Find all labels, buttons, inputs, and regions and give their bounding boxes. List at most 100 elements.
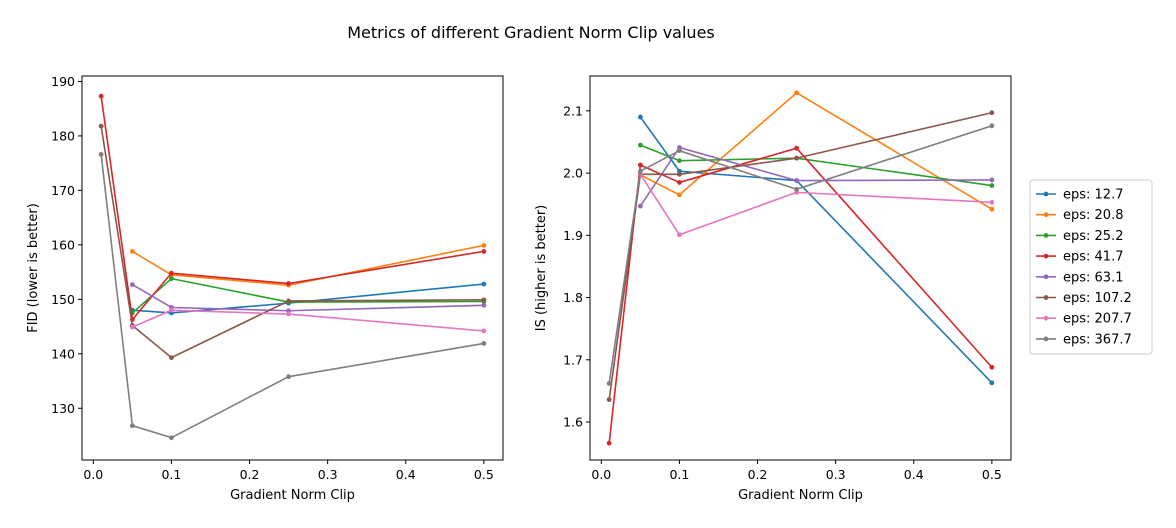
y-tick-label: 170	[51, 183, 75, 198]
axes-frame	[589, 75, 1012, 461]
data-point	[989, 206, 995, 212]
series-line	[100, 125, 484, 359]
series-line	[100, 96, 484, 321]
data-point	[677, 232, 682, 238]
y-tick-label: 180	[51, 128, 75, 143]
data-point	[989, 123, 995, 129]
data-point	[481, 302, 487, 308]
x-axis-label: Gradient Norm Clip	[738, 488, 863, 503]
y-tick-label: 160	[51, 237, 75, 252]
y-tick-label: 130	[51, 401, 75, 416]
data-point	[989, 183, 995, 188]
legend-entry: eps: 107.2	[1063, 291, 1132, 306]
series-line	[131, 244, 485, 286]
data-point	[129, 423, 135, 429]
data-point	[989, 110, 995, 116]
legend-entry: eps: 367.7	[1063, 332, 1132, 347]
y-axis-label: IS (higher is better)	[534, 205, 549, 331]
series-line	[640, 144, 992, 187]
data-point	[481, 243, 487, 248]
data-point	[677, 158, 682, 164]
data-point	[169, 435, 174, 441]
data-point	[677, 171, 682, 177]
data-point	[606, 397, 612, 403]
data-point	[481, 297, 487, 303]
y-tick-label: 1.7	[563, 352, 583, 367]
data-point	[169, 270, 174, 276]
series-line	[608, 125, 993, 384]
data-point	[637, 168, 643, 174]
data-point	[989, 199, 995, 205]
data-point	[286, 298, 291, 304]
figure-title: Metrics of different Gradient Norm Clip …	[347, 23, 715, 42]
data-point	[169, 276, 174, 282]
data-point	[98, 123, 104, 129]
data-point	[989, 364, 995, 370]
legend-box	[1029, 179, 1153, 355]
legend-swatch-marker	[1043, 295, 1049, 300]
y-axis-label: FID (lower is better)	[26, 203, 41, 333]
legend: eps: 12.7 eps: 20.8 eps: 25.2 eps: 41.7 eps:…	[1029, 179, 1153, 355]
data-point	[169, 355, 174, 360]
series-line	[100, 154, 484, 439]
legend-entry: eps: 25.2	[1063, 229, 1123, 244]
data-point	[794, 145, 799, 151]
data-point	[677, 180, 682, 185]
series-line	[639, 146, 992, 207]
x-tick-label: 0.3	[826, 467, 846, 482]
x-tick-label: 0.2	[748, 467, 768, 482]
x-tick-label: 0.0	[83, 467, 103, 482]
legend-swatch-marker	[1043, 274, 1049, 280]
data-point	[286, 374, 291, 380]
y-tick-label: 1.9	[563, 228, 583, 243]
data-point	[606, 381, 612, 386]
y-tick-label: 2.0	[563, 166, 583, 181]
x-tick-label: 0.4	[904, 467, 924, 482]
data-point	[481, 328, 487, 334]
data-point	[286, 281, 291, 286]
x-axis-label: Gradient Norm Clip	[230, 488, 355, 503]
data-point	[637, 162, 643, 168]
x-tick-label: 0.2	[240, 467, 260, 482]
data-point	[677, 148, 682, 154]
y-tick-label: 1.6	[563, 415, 583, 430]
data-point	[794, 155, 799, 161]
legend-swatch-marker	[1043, 233, 1049, 238]
y-tick-label: 190	[51, 74, 75, 89]
y-tick-label: 1.8	[563, 290, 583, 305]
data-point	[98, 152, 104, 157]
y-tick-label: 140	[51, 346, 75, 361]
data-point	[129, 324, 135, 330]
x-tick-label: 0.5	[982, 467, 1002, 482]
data-point	[637, 114, 643, 120]
series-line	[640, 92, 993, 210]
legend-swatch-marker	[1043, 315, 1049, 321]
data-point	[129, 282, 135, 288]
series-line	[639, 173, 992, 236]
data-point	[169, 307, 174, 313]
legend-swatch-marker	[1043, 212, 1049, 218]
legend-swatch-marker	[1043, 336, 1049, 342]
y-tick-label: 150	[51, 292, 75, 307]
y-tick-label: 2.1	[563, 103, 583, 118]
x-tick-label: 0.1	[669, 467, 689, 482]
data-point	[481, 281, 487, 287]
x-tick-label: 0.0	[591, 467, 611, 482]
data-point	[794, 186, 799, 192]
legend-entry: eps: 41.7	[1063, 250, 1123, 265]
data-point	[481, 248, 487, 254]
series-line	[132, 309, 484, 332]
data-point	[794, 90, 799, 96]
x-tick-label: 0.5	[474, 467, 494, 482]
data-point	[637, 203, 643, 209]
x-tick-label: 0.3	[318, 467, 338, 482]
legend-entry: eps: 20.8	[1063, 208, 1123, 223]
data-point	[989, 177, 995, 183]
data-point	[794, 178, 799, 183]
series-line	[132, 283, 484, 314]
data-point	[637, 142, 643, 148]
legend-swatch-marker	[1043, 253, 1049, 259]
x-tick-label: 0.4	[396, 467, 416, 482]
series-line	[131, 283, 484, 312]
